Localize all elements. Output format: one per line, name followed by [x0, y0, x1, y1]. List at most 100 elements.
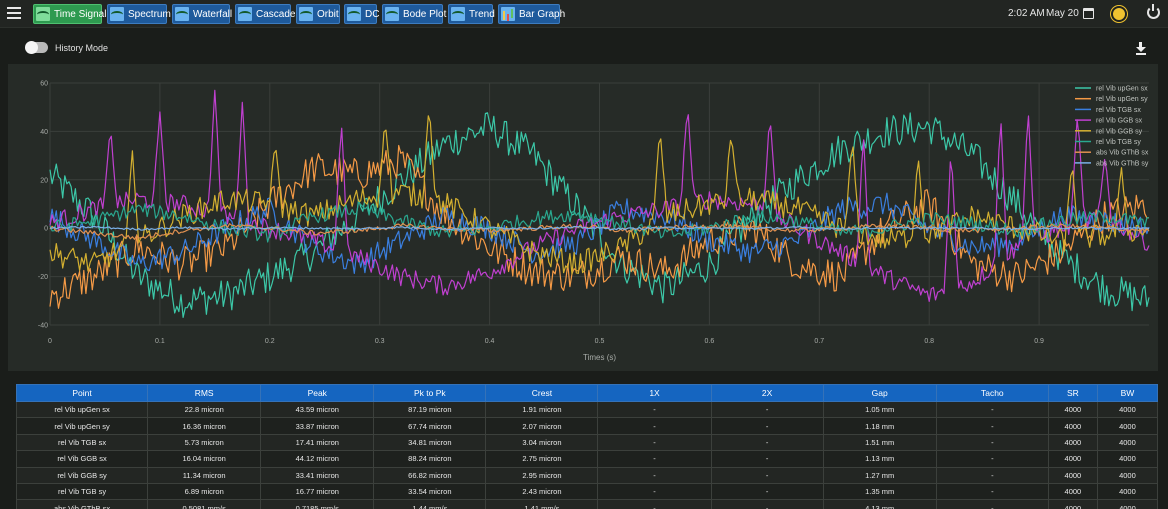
table-cell: rel Vib TGB sy [16, 482, 149, 501]
table-row[interactable]: rel Vib GGB sx 16.04 micron 44.12 micron 88… [16, 450, 1158, 468]
table-cell: 2.75 micron [485, 450, 599, 468]
tab-bar-graph[interactable]: Bar Graph [498, 4, 565, 24]
tab-cascade[interactable]: Cascade [235, 4, 295, 24]
table-cell: 34.81 micron [373, 433, 487, 452]
trend-icon [451, 7, 465, 21]
table-cell: 4000 [1047, 466, 1098, 484]
table-cell: 1.27 mm [822, 466, 937, 484]
table-row[interactable]: rel Vib TGB sy 6.89 micron 16.77 micron 33.… [16, 482, 1158, 501]
hamburger-menu-icon[interactable] [7, 7, 21, 21]
table-cell: 6.89 micron [147, 482, 262, 501]
tab-spectrum[interactable]: Spectrum [107, 4, 171, 24]
x-tick-label: 0.7 [814, 338, 824, 345]
table-cell: - [935, 499, 1049, 509]
series-line [49, 225, 1150, 231]
tab-time-signal[interactable]: Time Signal [33, 4, 106, 24]
tab-trend[interactable]: Trend [448, 4, 495, 24]
tab-label: Orbit [317, 8, 339, 20]
table-cell: - [597, 400, 712, 419]
column-header-tacho: Tacho [935, 384, 1049, 402]
bode-plot-icon [385, 7, 399, 21]
table-row[interactable]: rel Vib upGen sy 16.36 micron 33.87 micron… [16, 417, 1158, 435]
table-cell: rel Vib upGen sx [16, 400, 149, 419]
cascade-icon [238, 7, 252, 21]
table-cell: - [597, 433, 712, 452]
table-cell: - [597, 450, 712, 468]
history-mode-toggle[interactable] [25, 41, 48, 54]
table-row[interactable]: abs Vib GThB sx 0.5081 mm/s 0.7185 mm/s 1.4… [16, 499, 1158, 509]
table-cell: abs Vib GThB sx [16, 499, 149, 509]
table-cell: 1.35 mm [822, 482, 937, 501]
table-cell: 4000 [1096, 482, 1158, 501]
y-tick-label: -40 [38, 323, 48, 330]
y-tick-label: 60 [40, 81, 48, 88]
table-cell: 87.19 micron [373, 400, 487, 419]
table-cell: - [597, 499, 712, 509]
tab-label: Trend [469, 8, 495, 20]
y-tick-label: 20 [40, 177, 48, 184]
series-line [49, 144, 1150, 309]
time-signal-chart: -40 -20 0 20 40 60 0 0.1 0.2 0.3 0.4 0.5 0.6 0.7 0.8 0.… [38, 81, 1150, 362]
y-tick-label: 0 [44, 226, 48, 233]
x-tick-label: 0.4 [485, 338, 495, 345]
calendar-icon[interactable] [1083, 8, 1094, 19]
tab-dc[interactable]: DC [344, 4, 380, 24]
table-cell: 1.41 mm/s [485, 499, 599, 509]
orbit-icon [299, 7, 313, 21]
legend-entry: rel Vib GGB sy [1096, 128, 1143, 135]
table-cell: 4000 [1047, 450, 1098, 468]
x-tick-label: 0.5 [595, 338, 605, 345]
tab-label: Spectrum [128, 8, 171, 20]
table-cell: 1.91 micron [485, 400, 599, 419]
legend-entry: rel Vib upGen sy [1096, 96, 1148, 103]
table-cell: - [710, 466, 824, 484]
table-row[interactable]: rel Vib TGB sx 5.73 micron 17.41 micron 34.… [16, 433, 1158, 452]
table-cell: 1.18 mm [822, 417, 937, 435]
table-cell: 43.59 micron [260, 400, 375, 419]
measurement-table-container: Point RMS Peak Pk to Pk Crest 1X 2X Gap Tacho SR B… [16, 384, 1158, 509]
theme-sun-icon[interactable] [1113, 8, 1125, 20]
table-cell: 2.43 micron [485, 482, 599, 501]
tab-orbit[interactable]: Orbit [296, 4, 340, 24]
column-header-sr: SR [1047, 384, 1098, 402]
table-cell: 2.07 micron [485, 417, 599, 435]
x-tick-label: 0.8 [924, 338, 934, 345]
legend-entry: abs Vib GThB sy [1096, 160, 1149, 167]
tab-label: Time Signal [54, 8, 107, 20]
series-line [49, 115, 1150, 275]
tab-waterfall[interactable]: Waterfall [172, 4, 233, 24]
x-tick-label: 0.2 [265, 338, 275, 345]
table-cell: 17.41 micron [260, 433, 375, 452]
legend-entry: rel Vib upGen sx [1096, 86, 1148, 93]
tab-bode-plot[interactable]: Bode Plot [382, 4, 446, 24]
power-icon[interactable] [1147, 4, 1160, 19]
column-header-point: Point [16, 384, 149, 402]
table-cell: 33.87 micron [260, 417, 375, 435]
table-cell: 4000 [1047, 482, 1098, 501]
legend-entry: rel Vib GGB sx [1096, 118, 1143, 125]
table-cell: 16.04 micron [147, 450, 262, 468]
table-cell: - [935, 450, 1049, 468]
table-cell: 4000 [1096, 433, 1158, 452]
legend-entry: rel Vib TGB sx [1096, 107, 1141, 114]
bar-graph-icon [501, 7, 515, 21]
table-cell: 4000 [1047, 400, 1098, 419]
table-cell: rel Vib GGB sy [16, 466, 149, 484]
table-row[interactable]: rel Vib upGen sx 22.8 micron 43.59 micron 8… [16, 400, 1158, 419]
table-row[interactable]: rel Vib GGB sy 11.34 micron 33.41 micron 66… [16, 466, 1158, 484]
table-cell: 4000 [1047, 433, 1098, 452]
tab-label: Waterfall [193, 8, 233, 20]
table-cell: 22.8 micron [147, 400, 262, 419]
table-cell: 5.73 micron [147, 433, 262, 452]
table-cell: 67.74 micron [373, 417, 487, 435]
table-cell: 4000 [1096, 466, 1158, 484]
dc-icon [347, 7, 361, 21]
download-icon[interactable] [1136, 42, 1146, 55]
tab-label: DC [365, 8, 380, 20]
table-cell: 88.24 micron [373, 450, 487, 468]
column-header-bw: BW [1096, 384, 1158, 402]
chart-toolbar: History Mode [8, 40, 1158, 58]
x-tick-label: 0.6 [705, 338, 715, 345]
table-cell: 33.54 micron [373, 482, 487, 501]
table-cell: 0.5081 mm/s [147, 499, 262, 509]
